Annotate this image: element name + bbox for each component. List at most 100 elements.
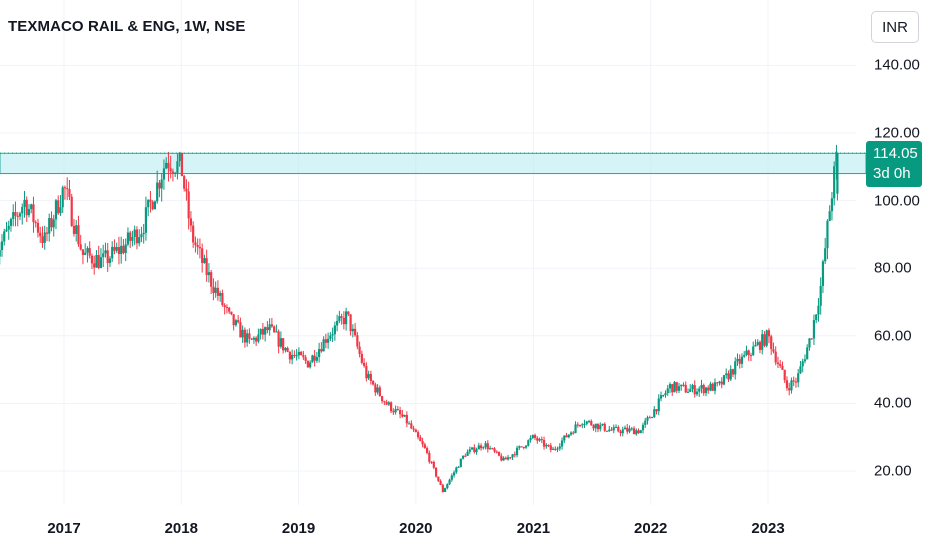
candle-body [540,439,543,441]
candle-body [682,384,685,386]
candle-body [277,331,280,347]
candle-body [585,421,588,424]
candle-body [556,448,559,450]
candle-body [538,439,541,441]
candle-body [803,359,807,362]
candle-body [142,232,145,235]
candle-body [718,381,721,384]
candle-body [115,247,118,251]
candle-body [187,191,190,219]
candle-body [304,357,307,361]
candle-body [63,187,67,189]
candle-body [331,334,334,336]
candle-body [601,423,604,426]
candle-body [657,398,660,412]
candle-body [207,272,211,276]
candle-body [549,445,552,450]
candle-body [223,305,226,308]
candle-body [749,355,753,357]
last-price-tag: 114.05 3d 0h [866,141,922,187]
candle-body [21,207,24,214]
candle-body [563,435,566,441]
candle-body [493,448,496,452]
candle-body [369,373,372,381]
candle-body [241,329,244,338]
candle-body [403,414,406,417]
candle-body [160,179,163,189]
candle-body [520,446,523,448]
candle-body [533,435,537,439]
candle-body [320,349,323,352]
candle-body [729,369,732,380]
candle-body [504,457,507,460]
candle-body [592,425,595,429]
candle-body [617,427,620,432]
y-tick-label: 60.00 [874,327,912,345]
candle-body [234,320,238,326]
candle-body [680,384,683,387]
candle-body [833,166,836,199]
candle-body [774,351,777,363]
candle-body [95,255,98,268]
candle-body [169,168,172,172]
candle-body [799,366,802,374]
candle-body [619,431,622,434]
candle-body [140,234,143,238]
candle-body [576,424,579,426]
candle-body [16,215,19,217]
candle-body [41,236,44,243]
candle-body [817,305,820,315]
candle-body [473,447,476,453]
candle-body [275,331,278,333]
candle-body [401,414,404,417]
candle-body [12,212,15,219]
candle-body [675,382,678,391]
candle-body [671,384,674,393]
candle-body [214,287,217,293]
candle-body [407,423,411,425]
candle-body [482,447,485,449]
symbol-title[interactable]: TEXMACO RAIL & ENG, 1W, NSE [8,18,246,35]
currency-button[interactable]: INR [871,11,919,43]
candle-body [270,324,273,327]
candle-body [389,402,393,412]
candle-body [198,247,202,249]
candle-body [135,229,139,244]
candle-body [558,446,561,449]
candle-body [295,355,298,357]
x-tick-label: 2017 [47,520,81,537]
candle-body [180,152,184,177]
candle-body [455,467,458,473]
candle-body [376,387,379,393]
candle-body [684,384,687,393]
candle-body [673,382,676,393]
candle-body [52,219,55,228]
candle-body [524,445,528,448]
y-tick-label: 20.00 [874,462,912,480]
resistance-zone[interactable] [0,152,867,175]
candle-body [205,258,208,276]
candle-body [677,386,681,391]
candle-body [288,351,291,360]
candle-body [765,330,768,346]
candle-body [342,317,345,325]
y-tick-label: 40.00 [874,394,912,412]
y-tick-label: 140.00 [874,56,920,74]
candle-body [351,328,354,332]
candle-body [515,447,519,456]
candle-body [102,253,105,258]
last-price: 114.05 [873,145,918,162]
candle-body [767,330,771,337]
candle-body [459,458,462,467]
candle-body [27,209,31,216]
candle-body [50,218,53,228]
candle-body [14,212,17,216]
candle-body [554,448,557,450]
candle-body [90,255,94,264]
candle-body [509,457,512,459]
candle-body [61,187,64,208]
candle-body [32,204,35,223]
candle-body [421,441,424,445]
